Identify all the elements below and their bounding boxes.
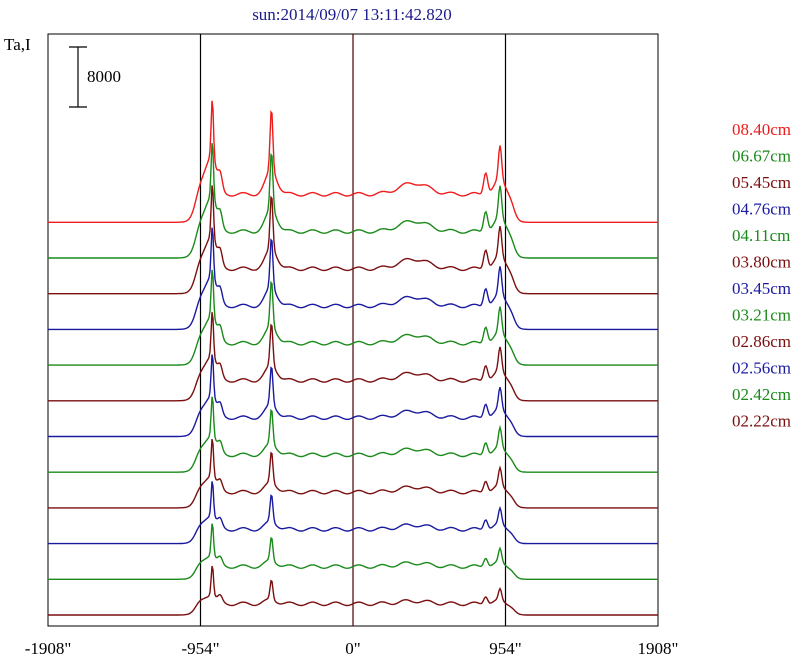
series-line: [48, 438, 658, 509]
series-layer: [48, 100, 658, 616]
chart-title: sun:2014/09/07 13:11:42.820: [252, 5, 452, 24]
x-tick-label: -1908": [25, 639, 72, 658]
series-line: [48, 312, 658, 402]
series-line: [48, 565, 658, 616]
series-line: [48, 354, 658, 438]
x-tick-label: -954": [181, 639, 219, 658]
legend-item: 03.21cm: [732, 306, 791, 325]
series-line: [48, 523, 658, 580]
legend-item: 04.76cm: [732, 200, 791, 219]
legend-item: 05.45cm: [732, 173, 791, 192]
legend-item: 03.45cm: [732, 279, 791, 298]
series-line: [48, 143, 658, 259]
legend-item: 08.40cm: [732, 120, 791, 139]
legend-item: 02.42cm: [732, 385, 791, 404]
legend-item: 02.86cm: [732, 332, 791, 351]
legend-item: 03.80cm: [732, 253, 791, 272]
legend-item: 02.56cm: [732, 359, 791, 378]
legend: 08.40cm 06.67cm 05.45cm 04.76cm 04.11cm 03.80…: [732, 120, 791, 431]
series-line: [48, 227, 658, 331]
x-tick-label: 1908": [638, 639, 679, 658]
x-tick-label: 954": [489, 639, 521, 658]
series-line: [48, 185, 658, 295]
y-axis-label: Ta,I: [4, 35, 31, 54]
x-ticks: -1908" -954" 0" 954" 1908": [25, 639, 679, 658]
scale-bar: 8000: [69, 46, 121, 108]
vertical-lines: [199, 34, 507, 626]
legend-item: 04.11cm: [732, 226, 790, 245]
series-line: [48, 396, 658, 473]
series-line: [48, 481, 658, 545]
x-tick-label: 0": [345, 639, 360, 658]
legend-item: 06.67cm: [732, 147, 791, 166]
series-line: [48, 100, 658, 223]
legend-item: 02.22cm: [732, 412, 791, 431]
scale-bar-label: 8000: [87, 67, 121, 86]
series-line: [48, 269, 658, 366]
